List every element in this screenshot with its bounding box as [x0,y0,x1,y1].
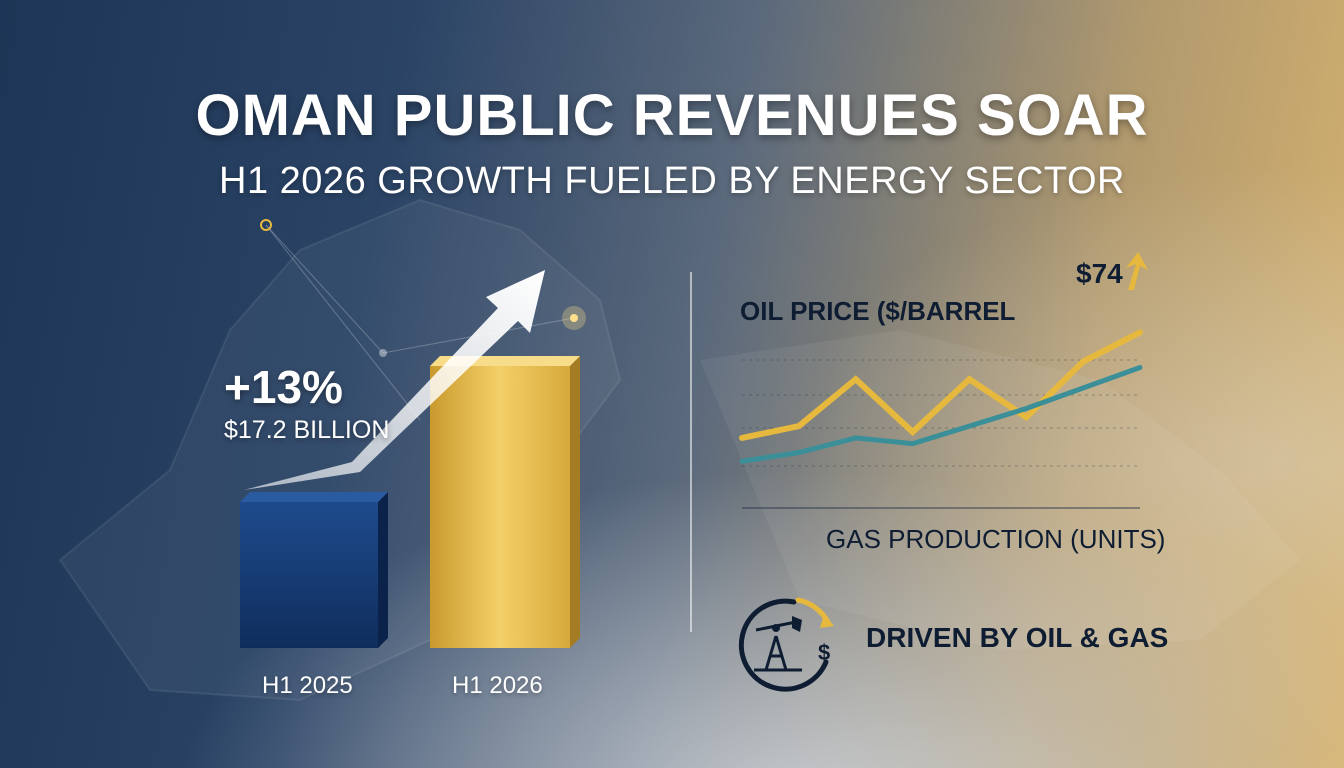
page-title: OMAN PUBLIC REVENUES SOAR [195,83,1149,148]
driver-label: DRIVEN BY OIL & GAS [866,622,1169,653]
growth-arrow [244,270,545,490]
svg-text:$: $ [818,640,830,665]
oil-pump-dollar-icon: $ [738,597,834,692]
section-divider [690,272,692,632]
oil-price-annotation: $74 [1076,258,1123,289]
growth-percent: +13% [224,361,343,413]
revenue-amount: $17.2 BILLION [224,416,390,444]
map-node [260,219,272,231]
bar-h1-2026 [430,356,580,648]
gas-production-line [739,365,1143,464]
oil-series-label: OIL PRICE ($/BARREL [740,296,1016,326]
map-node [379,349,387,357]
gas-series-label: GAS PRODUCTION (UNITS) [826,524,1166,554]
bar-h1-2025 [240,492,388,648]
bar-label-h1-2026: H1 2026 [452,672,543,699]
oil-price-line [739,329,1143,441]
map-node-glow [570,314,578,322]
page-subtitle: H1 2026 GROWTH FUELED BY ENERGY SECTOR [219,160,1125,202]
bar-label-h1-2025: H1 2025 [262,672,353,699]
price-up-arrow-icon [1126,252,1148,290]
